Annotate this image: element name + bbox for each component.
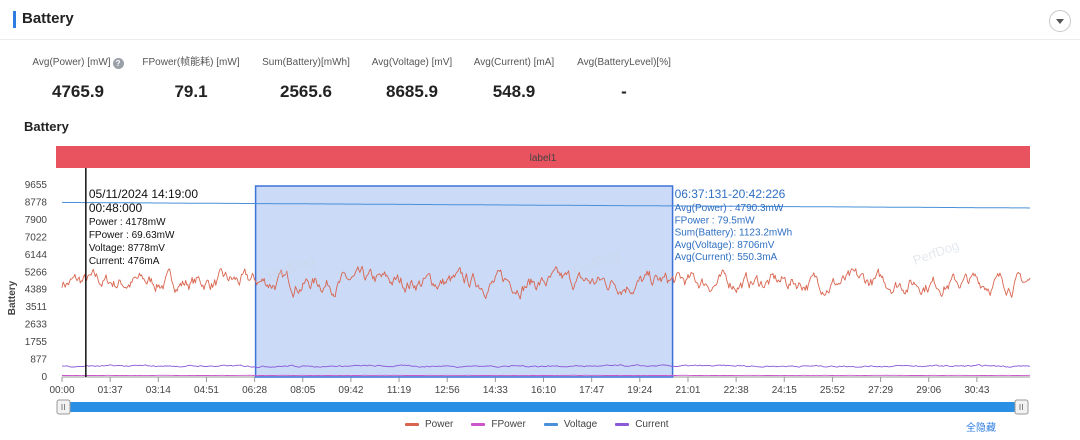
x-tick-label: 19:24	[627, 385, 652, 396]
y-tick-label: 6144	[25, 250, 48, 261]
stat-label: Avg(Power) [mW]	[32, 57, 111, 68]
stat-value: -	[621, 82, 627, 101]
chevron-down-icon[interactable]	[1049, 10, 1071, 32]
label-band-text: label1	[530, 153, 557, 164]
legend-item[interactable]: Current	[615, 419, 669, 430]
y-tick-label: 0	[41, 372, 47, 383]
legend-label: FPower	[491, 419, 526, 430]
x-tick-label: 06:28	[242, 385, 267, 396]
legend-swatch	[405, 422, 419, 426]
battery-chart[interactable]: label1 9655 8778 7900 7022 6144 5266 4389 3511 26…	[0, 140, 1080, 416]
stat-avg-battery-level: Avg(BatteryLevel)[%] -	[570, 56, 678, 102]
legend-swatch	[543, 422, 558, 426]
selection-value: FPower : 79.5mW	[675, 215, 756, 226]
selection-value: Avg(Voltage): 8706mV	[675, 240, 775, 251]
header-accent-bar	[13, 11, 16, 28]
x-tick-label: 01:37	[98, 385, 123, 396]
stat-value: 548.9	[492, 82, 536, 101]
selection-range: 06:37:131-20:42:226	[675, 187, 786, 201]
x-tick-label: 04:51	[194, 385, 219, 396]
chart-legend: Power FPower Voltage Current	[405, 419, 687, 433]
x-tick-label: 11:19	[387, 385, 412, 396]
x-tick-label: 21:01	[675, 385, 700, 396]
y-tick-label: 7900	[25, 215, 48, 226]
stat-avg-voltage: Avg(Voltage) [mV] 8685.9	[364, 56, 460, 102]
cursor-value: Voltage: 8778mV	[89, 243, 165, 254]
stat-value: 79.1	[174, 82, 208, 101]
series-line-power	[61, 265, 1031, 300]
stat-value: 8685.9	[386, 82, 438, 101]
stat-label: FPower(帧能耗) [mW]	[142, 57, 240, 68]
cursor-value: FPower : 69.63mW	[89, 230, 175, 241]
x-tick-label: 14:33	[483, 385, 508, 396]
stat-label: Avg(BatteryLevel)[%]	[577, 57, 671, 68]
range-slider-right-handle[interactable]	[1014, 399, 1029, 415]
show-all-button[interactable]: 全隐藏	[966, 423, 996, 434]
range-slider-left-handle[interactable]	[56, 399, 71, 415]
x-tick-label: 25:52	[820, 385, 845, 396]
stat-label: Sum(Battery)[mWh]	[262, 57, 350, 68]
y-tick-label: 9655	[25, 180, 48, 191]
legend-label: Power	[425, 419, 454, 430]
series-line-voltage	[62, 201, 1030, 209]
x-tick-label: 03:14	[146, 385, 171, 396]
stat-avg-power: Avg(Power) [mW]? 4765.9	[28, 56, 128, 102]
series-line-current	[61, 364, 1031, 369]
cursor-value: Current: 476mA	[89, 256, 160, 267]
stat-label: Avg(Voltage) [mV]	[371, 57, 453, 68]
x-tick-label: 12:56	[435, 385, 460, 396]
y-axis-title: Battery	[7, 280, 18, 315]
cursor-time: 00:48:000	[89, 201, 143, 215]
watermark-text: PerfDog	[911, 237, 961, 267]
panel-header: Battery	[0, 0, 1080, 40]
legend-swatch	[471, 422, 486, 426]
cursor-datetime: 05/11/2024 14:19:00	[89, 187, 199, 201]
x-tick-label: 00:00	[49, 385, 74, 396]
stat-fpower: FPower(帧能耗) [mW] 79.1	[138, 56, 244, 102]
y-tick-label: 3511	[25, 302, 47, 313]
panel-title: Battery	[22, 10, 74, 27]
range-slider-track[interactable]	[60, 402, 1026, 412]
legend-item[interactable]: Power	[405, 419, 453, 430]
label-band[interactable]	[56, 146, 1030, 168]
x-tick-label: 09:42	[338, 385, 363, 396]
y-tick-label: 8778	[25, 197, 48, 208]
legend-label: Current	[635, 419, 669, 430]
x-tick-label: 22:38	[724, 385, 749, 396]
legend-swatch	[615, 422, 630, 426]
x-tick-label: 16:10	[531, 385, 556, 396]
legend-label: Voltage	[563, 419, 598, 430]
help-icon[interactable]: ?	[112, 58, 124, 69]
x-tick-label: 29:06	[916, 385, 941, 396]
y-tick-label: 7022	[25, 232, 48, 243]
x-tick-label: 24:15	[772, 385, 797, 396]
stat-sum-battery: Sum(Battery)[mWh] 2565.6	[254, 56, 358, 102]
stat-label: Avg(Current) [mA]	[473, 57, 555, 68]
stat-avg-current: Avg(Current) [mA] 548.9	[466, 56, 562, 102]
x-tick-label: 30:43	[964, 385, 989, 396]
y-tick-label: 4389	[25, 285, 48, 296]
selection-value: Avg(Current): 550.3mA	[675, 252, 778, 263]
stat-value: 4765.9	[52, 82, 104, 101]
y-tick-label: 1755	[25, 337, 48, 348]
x-tick-label: 27:29	[868, 385, 893, 396]
y-tick-label: 2633	[25, 320, 48, 331]
stat-value: 2565.6	[280, 82, 332, 101]
chart-section-title: Battery	[24, 119, 69, 134]
x-tick-label: 17:47	[579, 385, 604, 396]
legend-item[interactable]: Voltage	[543, 419, 598, 430]
y-tick-label: 877	[30, 355, 47, 366]
cursor-value: Power : 4178mW	[89, 217, 166, 228]
selection-value: Sum(Battery): 1123.2mWh	[675, 228, 793, 239]
y-tick-label: 5266	[25, 267, 48, 278]
selection-value: Avg(Power) : 4790.3mW	[675, 203, 784, 214]
legend-item[interactable]: FPower	[471, 419, 526, 430]
x-tick-label: 08:05	[290, 385, 315, 396]
